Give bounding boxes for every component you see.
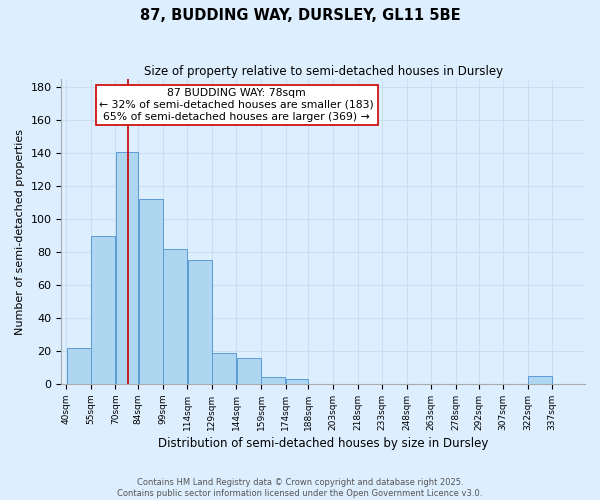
Bar [286,379,308,384]
Text: Contains HM Land Registry data © Crown copyright and database right 2025.
Contai: Contains HM Land Registry data © Crown c… [118,478,482,498]
Bar [261,378,286,384]
Bar [528,376,552,384]
Y-axis label: Number of semi-detached properties: Number of semi-detached properties [15,128,25,334]
Bar [139,200,163,384]
Bar [163,249,187,384]
Text: 87, BUDDING WAY, DURSLEY, GL11 5BE: 87, BUDDING WAY, DURSLEY, GL11 5BE [140,8,460,22]
X-axis label: Distribution of semi-detached houses by size in Dursley: Distribution of semi-detached houses by … [158,437,488,450]
Text: 87 BUDDING WAY: 78sqm
← 32% of semi-detached houses are smaller (183)
65% of sem: 87 BUDDING WAY: 78sqm ← 32% of semi-deta… [100,88,374,122]
Title: Size of property relative to semi-detached houses in Dursley: Size of property relative to semi-detach… [143,65,503,78]
Bar [188,260,212,384]
Bar [67,348,91,384]
Bar [91,236,115,384]
Bar [116,152,138,384]
Bar [212,352,236,384]
Bar [237,358,261,384]
